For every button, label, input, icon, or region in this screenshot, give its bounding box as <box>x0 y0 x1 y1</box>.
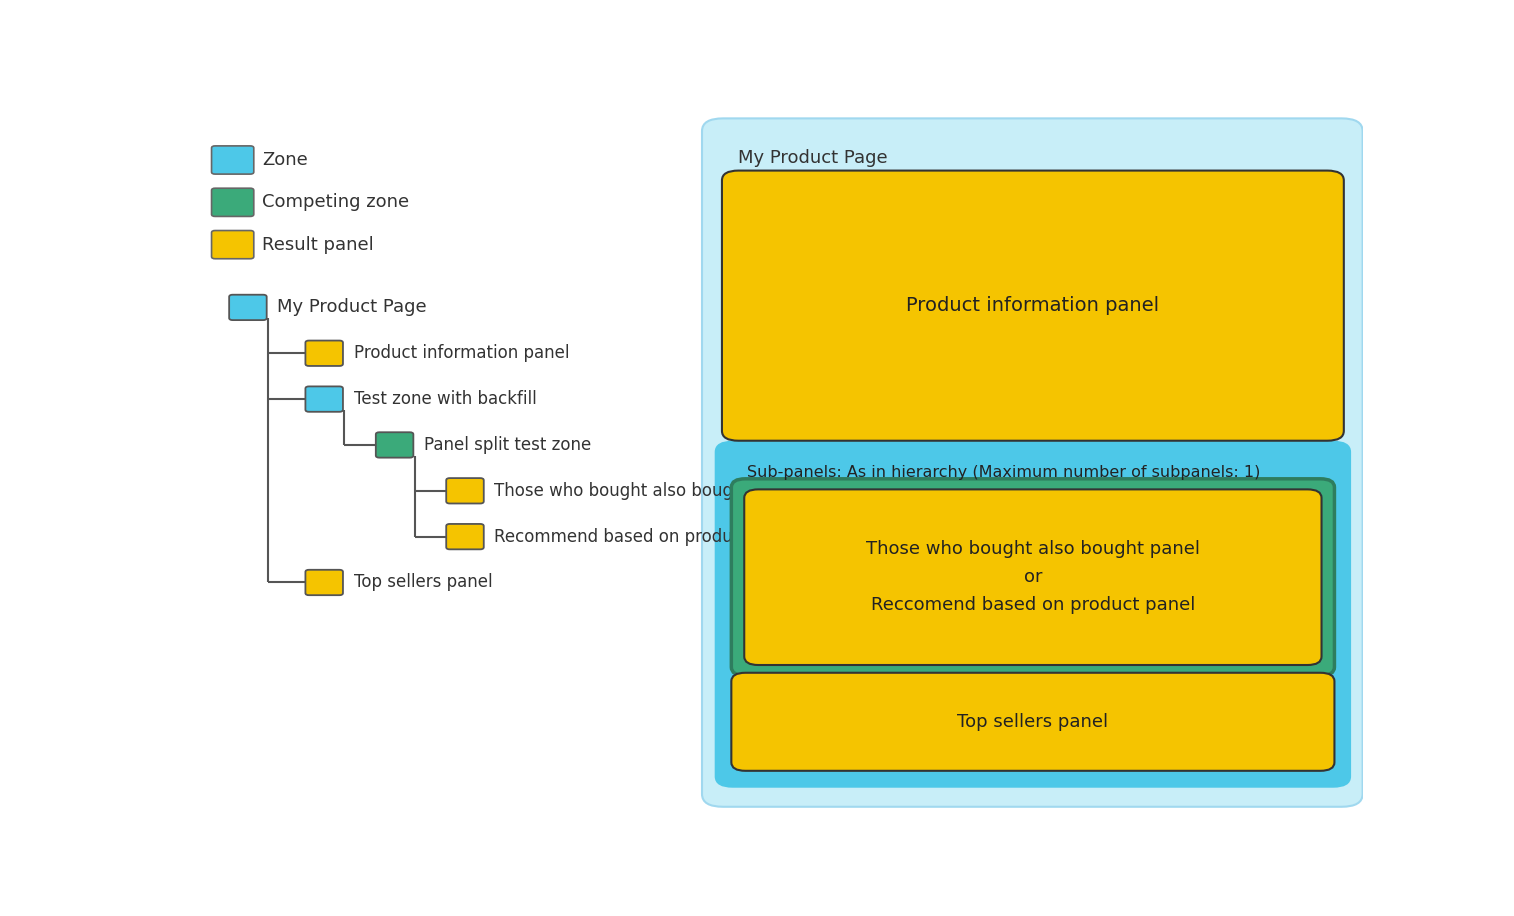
Text: Those who bought also bought panel: Those who bought also bought panel <box>494 482 801 500</box>
Text: Recommend based on product panel: Recommend based on product panel <box>494 528 799 546</box>
FancyBboxPatch shape <box>731 479 1334 676</box>
Text: Those who bought also bought panel
or
Reccomend based on product panel: Those who bought also bought panel or Re… <box>866 540 1201 614</box>
FancyBboxPatch shape <box>745 489 1322 665</box>
FancyBboxPatch shape <box>306 387 344 412</box>
Text: Test zone with backfill: Test zone with backfill <box>354 390 536 409</box>
FancyBboxPatch shape <box>306 341 344 366</box>
Text: Product information panel: Product information panel <box>354 344 569 362</box>
FancyBboxPatch shape <box>229 295 266 320</box>
FancyBboxPatch shape <box>731 672 1334 770</box>
Text: Sub-panels: As in hierarchy (Maximum number of subpanels: 1): Sub-panels: As in hierarchy (Maximum num… <box>746 464 1260 480</box>
FancyBboxPatch shape <box>212 188 254 216</box>
Text: Product information panel: Product information panel <box>907 296 1160 315</box>
Text: Result panel: Result panel <box>262 235 374 254</box>
FancyBboxPatch shape <box>212 231 254 258</box>
Text: Competing zone: Competing zone <box>262 193 409 212</box>
FancyBboxPatch shape <box>702 118 1363 807</box>
Text: My Product Page: My Product Page <box>739 148 889 167</box>
Text: My Product Page: My Product Page <box>277 299 427 316</box>
Text: Top sellers panel: Top sellers panel <box>354 573 492 592</box>
FancyBboxPatch shape <box>212 146 254 174</box>
Text: Panel split test zone: Panel split test zone <box>424 436 590 454</box>
FancyBboxPatch shape <box>375 432 413 458</box>
Text: Zone: Zone <box>262 151 307 169</box>
FancyBboxPatch shape <box>716 442 1349 786</box>
Text: Top sellers panel: Top sellers panel <box>957 713 1108 731</box>
FancyBboxPatch shape <box>722 170 1344 441</box>
FancyBboxPatch shape <box>306 570 344 595</box>
FancyBboxPatch shape <box>447 478 484 504</box>
FancyBboxPatch shape <box>447 524 484 550</box>
